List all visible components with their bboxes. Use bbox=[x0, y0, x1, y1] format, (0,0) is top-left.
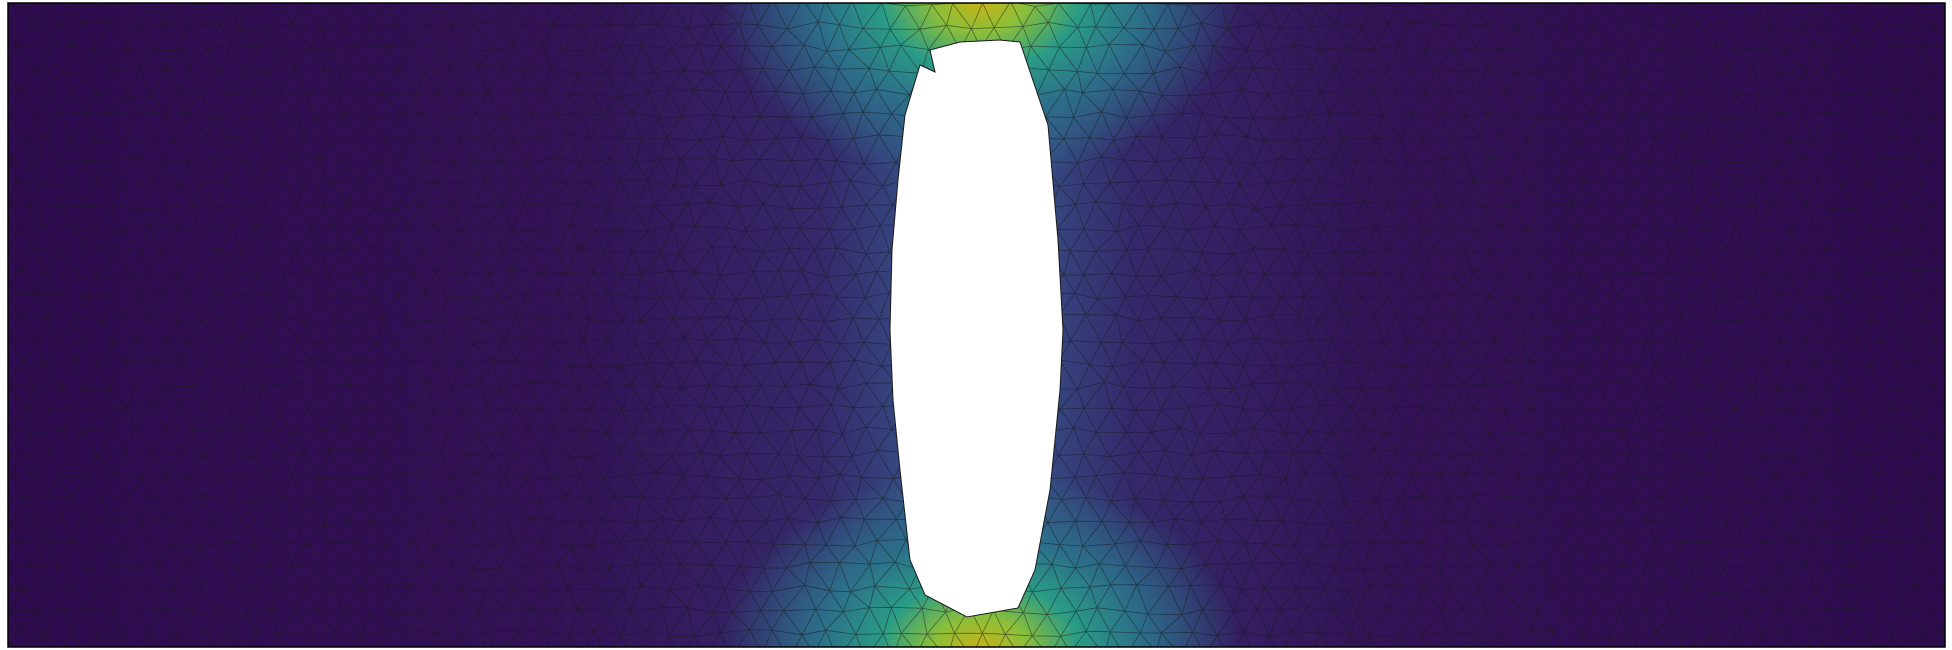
elliptical-hole bbox=[889, 39, 1064, 618]
plate-border bbox=[7, 2, 1946, 648]
